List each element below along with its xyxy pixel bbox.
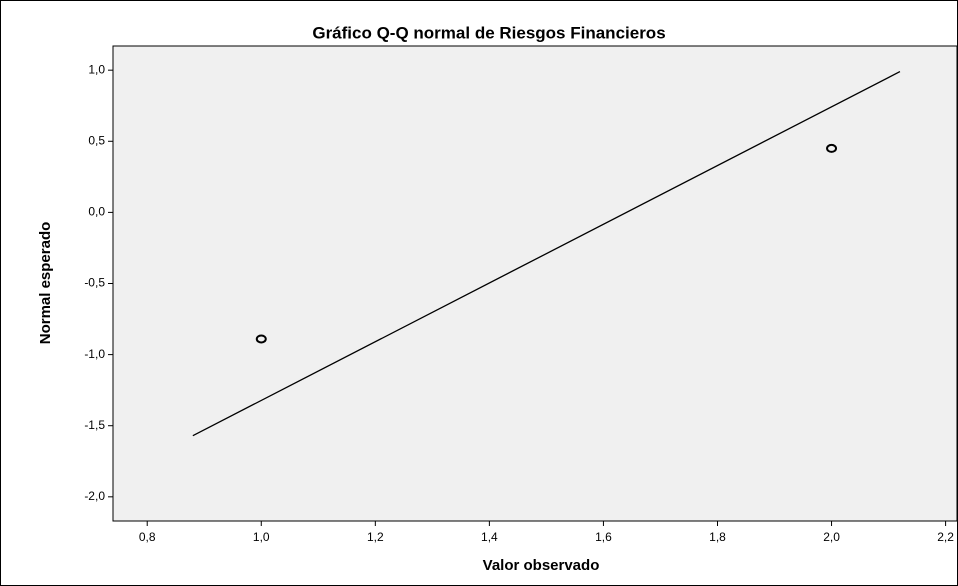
chart-title: Gráfico Q-Q normal de Riesgos Financiero…	[312, 23, 665, 42]
point	[255, 334, 267, 344]
x-tick-label: 1,4	[481, 530, 498, 544]
x-axis-label: Valor observado	[483, 557, 600, 574]
point	[826, 143, 838, 153]
y-tick-label: -0,5	[84, 276, 105, 290]
x-tick-label: 1,8	[709, 530, 726, 544]
y-tick-label: -2,0	[84, 489, 105, 503]
x-tick-label: 0,8	[139, 530, 156, 544]
reference-line	[192, 71, 901, 437]
y-tick-label: 0,0	[88, 205, 105, 219]
y-axis-label: Normal esperado	[37, 222, 54, 345]
y-tick-label: 0,5	[88, 133, 105, 147]
y-tick-label: 1,0	[88, 62, 105, 76]
x-tick-label: 2,2	[937, 530, 954, 544]
y-tick-label: -1,5	[84, 418, 105, 432]
x-tick-label: 1,0	[253, 530, 270, 544]
x-tick-label: 2,0	[823, 530, 840, 544]
y-tick-label: -1,0	[84, 347, 105, 361]
x-tick-label: 1,2	[367, 530, 384, 544]
x-tick-label: 1,6	[595, 530, 612, 544]
plot-area	[112, 45, 958, 522]
